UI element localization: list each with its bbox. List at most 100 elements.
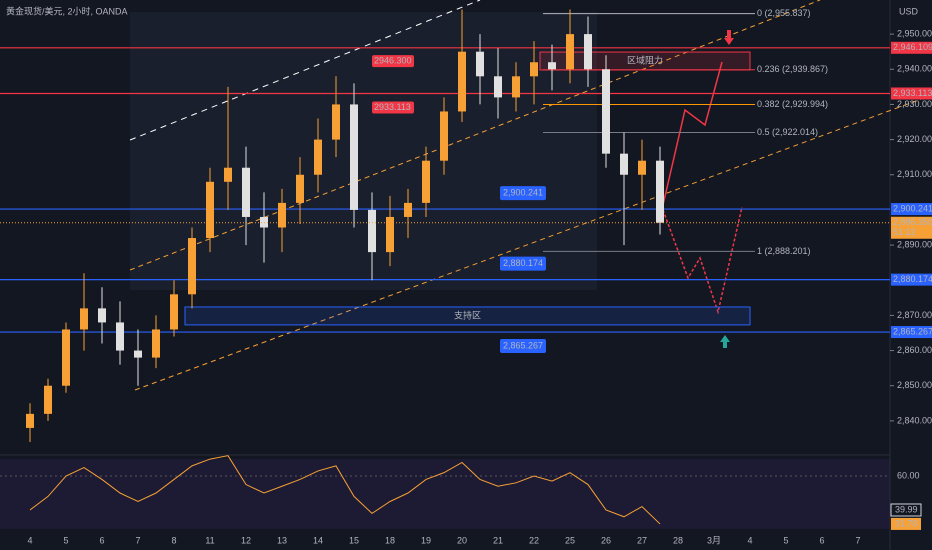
range-box: [130, 12, 597, 290]
level-label: 2,880.174: [893, 274, 932, 284]
rsi-band: [0, 459, 890, 529]
x-tick-label: 21: [493, 535, 503, 545]
rsi-line: [29, 455, 661, 525]
chart-title: 黄金现货/美元, 2小时, OANDA: [6, 5, 128, 16]
level-tag: [891, 203, 932, 216]
y-tick-label: 2,930.000: [897, 99, 932, 109]
level-tag: [891, 41, 932, 54]
candle-body: [638, 160, 646, 175]
countdown: 51:12: [893, 227, 916, 237]
candle-body: [296, 174, 304, 203]
channel-line: [129, 0, 821, 271]
y-tick-label: 2,850.000: [897, 380, 932, 390]
candle-body: [206, 181, 214, 239]
x-tick-label: 5: [783, 535, 788, 545]
x-tick-label: 4: [747, 535, 752, 545]
x-tick-label: 4: [27, 535, 32, 545]
zone-label: 区域阻力: [627, 54, 663, 65]
y-tick-label: 2,950.000: [897, 28, 932, 38]
fib-label: 0.236 (2,939.867): [757, 64, 828, 74]
last-price-label: 2,896.350: [893, 217, 932, 227]
candle-body: [314, 139, 322, 175]
profile-tag: [372, 55, 414, 68]
x-tick-label: 6: [819, 535, 824, 545]
candle-body: [584, 34, 592, 70]
candle-body: [494, 76, 502, 98]
x-tick-label: 28: [673, 535, 683, 545]
candle-body: [476, 51, 484, 77]
x-tick-label: 7: [135, 535, 140, 545]
candle-body: [98, 308, 106, 323]
profile-label: 2933.113: [374, 102, 411, 112]
x-tick-label: 7: [855, 535, 860, 545]
level-label: 2,933.113: [893, 88, 932, 98]
x-tick-label: 12: [241, 535, 251, 545]
fib-label: 0 (2,955.837): [757, 8, 811, 18]
candle-body: [26, 413, 34, 428]
y-tick-label: 2,860.000: [897, 345, 932, 355]
level-tag: [500, 339, 546, 354]
y-tick-label: 2,870.000: [897, 310, 932, 320]
candle-body: [278, 202, 286, 228]
candle-body: [620, 153, 628, 175]
candle-body: [260, 216, 268, 228]
x-tick-label: 3月: [707, 535, 721, 545]
zone-label: 支持区: [454, 309, 481, 320]
candle-body: [656, 160, 664, 223]
x-tick-label: 18: [385, 535, 395, 545]
fib-label: 1 (2,888.201): [757, 246, 811, 256]
candle-body: [422, 160, 430, 203]
x-tick-label: 22: [529, 535, 539, 545]
level-label: 2,946.109: [893, 42, 932, 52]
y-tick-label: 2,920.000: [897, 134, 932, 144]
level-tag: [891, 273, 932, 286]
rsi-ma-label: 39.99: [895, 504, 918, 514]
candle-body: [80, 308, 88, 330]
candle-body: [224, 167, 232, 182]
candle-body: [602, 69, 610, 154]
x-tick-label: 6: [99, 535, 104, 545]
level-tag: [891, 87, 932, 100]
fib-label: 0.382 (2,929.994): [757, 99, 828, 109]
projection-arrow: [662, 206, 743, 315]
last-price-tag: [891, 216, 932, 239]
candle-body: [404, 202, 412, 217]
level-tag: [500, 186, 546, 201]
candle-body: [566, 34, 574, 70]
up-arrow-icon: [720, 335, 730, 348]
candle-body: [62, 329, 70, 386]
x-tick-label: 19: [421, 535, 431, 545]
x-tick-label: 8: [171, 535, 176, 545]
level-label: 2,900.241: [893, 203, 932, 213]
candle-body: [152, 329, 160, 358]
candle-body: [440, 111, 448, 161]
zone: [184, 306, 751, 326]
candle-body: [458, 51, 466, 112]
y-tick-label: 2,910.000: [897, 169, 932, 179]
candle-body: [332, 104, 340, 140]
level-label: 2,865.267: [893, 326, 932, 336]
level-label: 2,900.241: [503, 187, 543, 197]
x-tick-label: 27: [637, 535, 647, 545]
candle-body: [134, 350, 142, 358]
level-label: 2,880.174: [503, 258, 543, 268]
y-tick-label: 2,890.000: [897, 239, 932, 249]
candle-body: [368, 209, 376, 253]
fib-label: 0.5 (2,922.014): [757, 127, 818, 137]
level-tag: [891, 326, 932, 339]
candle-body: [242, 167, 250, 217]
candle-body: [512, 76, 520, 98]
down-arrow-icon: [724, 30, 734, 45]
x-tick-label: 15: [349, 535, 359, 545]
profile-tag: [372, 101, 414, 114]
rsi-ma-tag: [890, 503, 922, 517]
x-tick-label: 26: [601, 535, 611, 545]
candle-body: [530, 62, 538, 77]
level-label: 2,865.267: [503, 340, 543, 350]
x-tick-label: 13: [277, 535, 287, 545]
channel-line: [129, 0, 481, 141]
profile-label: 2946.300: [374, 55, 412, 65]
x-tick-label: 14: [313, 535, 323, 545]
candle-body: [188, 238, 196, 295]
